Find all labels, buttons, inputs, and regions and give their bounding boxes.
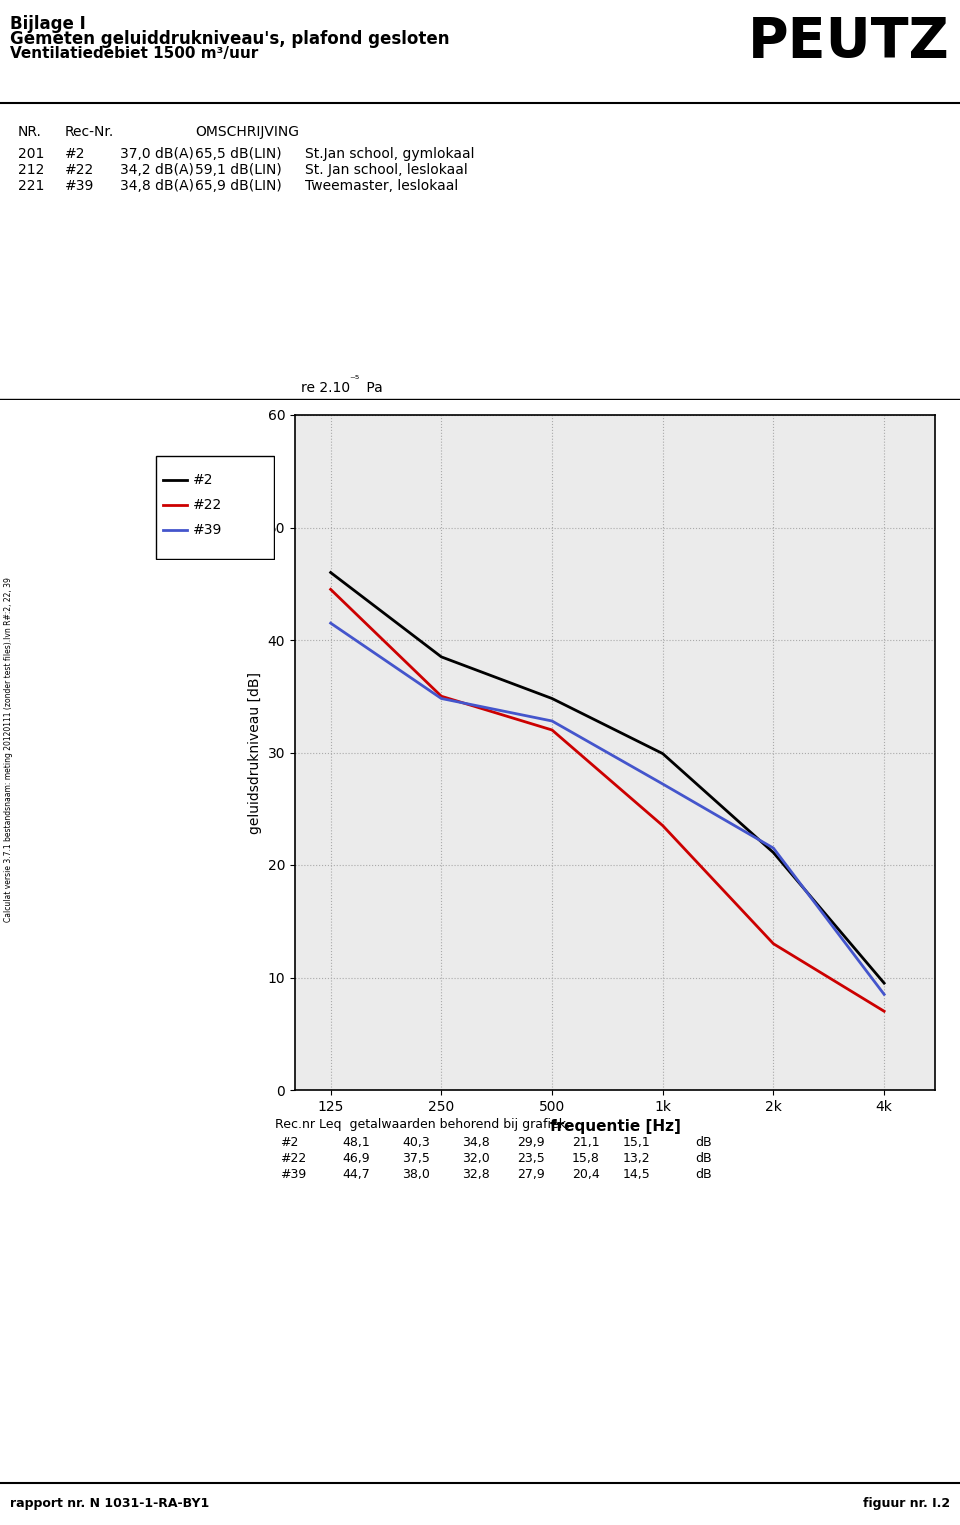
Text: #2: #2 [65,146,85,162]
Text: 34,8: 34,8 [463,1136,490,1148]
Text: 37,5: 37,5 [402,1151,430,1165]
Text: St. Jan school, leslokaal: St. Jan school, leslokaal [305,163,468,177]
Text: #39: #39 [65,178,94,194]
Text: 23,5: 23,5 [517,1151,545,1165]
#2 [546,689,558,708]
Text: NR.: NR. [18,125,42,139]
Text: 48,1: 48,1 [343,1136,370,1148]
Text: #22: #22 [65,163,94,177]
Text: rapport nr. N 1031-1-RA-BY1: rapport nr. N 1031-1-RA-BY1 [10,1498,209,1510]
Text: 34,2 dB(A): 34,2 dB(A) [120,163,194,177]
Text: Rec-Nr.: Rec-Nr. [65,125,114,139]
Text: 221: 221 [18,178,44,194]
Text: #39: #39 [193,523,223,537]
Text: #22: #22 [193,499,223,512]
Text: 46,9: 46,9 [343,1151,370,1165]
Text: dB: dB [695,1136,711,1148]
#39 [436,689,447,708]
#39 [324,615,336,633]
Text: 38,0: 38,0 [402,1168,430,1180]
Text: PEUTZ: PEUTZ [748,15,950,69]
Text: OMSCHRIJVING: OMSCHRIJVING [195,125,299,139]
Text: Ventilatiedebiet 1500 m³/uur: Ventilatiedebiet 1500 m³/uur [10,46,258,61]
#22 [546,721,558,740]
#39 [657,775,668,793]
#22 [768,935,780,953]
Text: 14,5: 14,5 [622,1168,650,1180]
Text: #2: #2 [193,473,213,486]
Text: #2: #2 [280,1136,299,1148]
Text: #22: #22 [280,1151,306,1165]
Text: 37,0 dB(A): 37,0 dB(A) [120,146,194,162]
Text: 21,1: 21,1 [572,1136,600,1148]
Line: #39: #39 [330,624,884,994]
#39 [878,985,890,1003]
Y-axis label: geluidsdrukniveau [dB]: geluidsdrukniveau [dB] [248,671,262,834]
Text: Gemeten geluiddrukniveau's, plafond gesloten: Gemeten geluiddrukniveau's, plafond gesl… [10,30,449,47]
Text: Tweemaster, leslokaal: Tweemaster, leslokaal [305,178,458,194]
Text: 15,1: 15,1 [622,1136,650,1148]
#2 [768,843,780,862]
Text: 13,2: 13,2 [622,1151,650,1165]
Text: 34,8 dB(A): 34,8 dB(A) [120,178,194,194]
Text: 32,0: 32,0 [463,1151,490,1165]
#2 [878,974,890,993]
Text: 29,9: 29,9 [517,1136,545,1148]
Text: ⁻⁵: ⁻⁵ [349,375,360,384]
#39 [546,712,558,730]
#22 [324,580,336,598]
#22 [436,688,447,706]
Text: Calculat versie 3.7.1 bestandsnaam: meting 20120111 (zonder test files).lvn R#:2: Calculat versie 3.7.1 bestandsnaam: meti… [5,578,13,923]
#2 [436,648,447,666]
X-axis label: frequentie [Hz]: frequentie [Hz] [549,1119,681,1135]
Text: 65,5 dB(LIN): 65,5 dB(LIN) [195,146,281,162]
#2 [657,744,668,762]
Text: 44,7: 44,7 [343,1168,370,1180]
Text: 201: 201 [18,146,44,162]
Text: Rec.nr Leq  getalwaarden behorend bij grafiek:: Rec.nr Leq getalwaarden behorend bij gra… [275,1118,570,1132]
FancyBboxPatch shape [156,456,274,560]
Text: 32,8: 32,8 [463,1168,490,1180]
Text: St.Jan school, gymlokaal: St.Jan school, gymlokaal [305,146,474,162]
Text: dB: dB [695,1151,711,1165]
Text: Pa: Pa [362,381,383,395]
Line: #2: #2 [330,572,884,984]
Text: 20,4: 20,4 [572,1168,600,1180]
Text: 59,1 dB(LIN): 59,1 dB(LIN) [195,163,281,177]
Text: 212: 212 [18,163,44,177]
Text: Bijlage I: Bijlage I [10,15,85,34]
#22 [657,816,668,834]
#39 [768,839,780,857]
Text: 40,3: 40,3 [402,1136,430,1148]
Text: re 2.10: re 2.10 [301,381,350,395]
Line: #22: #22 [330,589,884,1011]
Text: 65,9 dB(LIN): 65,9 dB(LIN) [195,178,281,194]
Text: 27,9: 27,9 [517,1168,545,1180]
#2 [324,563,336,581]
Text: figuur nr. I.2: figuur nr. I.2 [863,1498,950,1510]
#22 [878,1002,890,1020]
Text: #39: #39 [280,1168,306,1180]
Text: 15,8: 15,8 [572,1151,600,1165]
Text: dB: dB [695,1168,711,1180]
